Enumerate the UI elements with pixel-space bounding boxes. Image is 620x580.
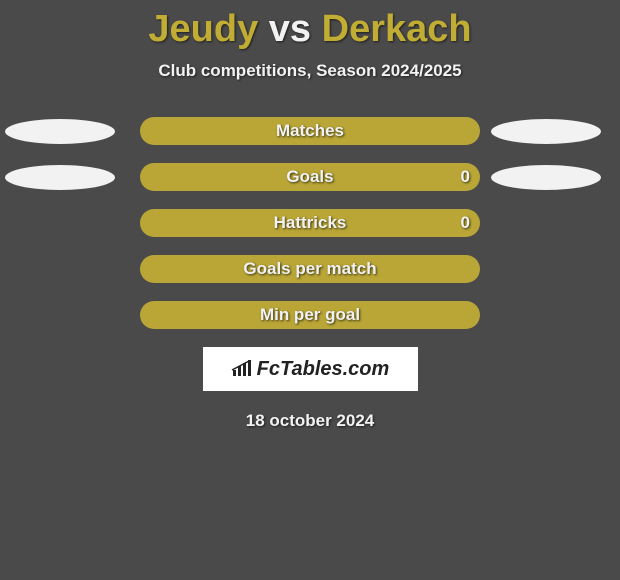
subtitle: Club competitions, Season 2024/2025 <box>0 61 620 81</box>
stat-row-goals: Goals 0 <box>0 163 620 191</box>
value-ellipse-right <box>491 119 601 144</box>
value-ellipse-right <box>491 165 601 190</box>
date-label: 18 october 2024 <box>0 411 620 431</box>
stat-row-hattricks: Hattricks 0 <box>0 209 620 237</box>
stat-row-goals-per-match: Goals per match <box>0 255 620 283</box>
stat-label: Min per goal <box>260 305 360 325</box>
value-ellipse-left <box>5 165 115 190</box>
logo-box: FcTables.com <box>203 347 418 391</box>
stat-bar: Matches <box>140 117 480 145</box>
logo: FcTables.com <box>231 358 390 381</box>
stat-bar: Goals per match <box>140 255 480 283</box>
stat-bar: Goals 0 <box>140 163 480 191</box>
player1-name: Jeudy <box>148 8 258 50</box>
stats-rows: Matches Goals 0 Hattricks 0 Goals per ma… <box>0 117 620 329</box>
stat-bar: Hattricks 0 <box>140 209 480 237</box>
bar-chart-icon <box>231 360 253 378</box>
stat-value-right: 0 <box>461 167 470 187</box>
stat-label: Goals per match <box>243 259 376 279</box>
value-ellipse-left <box>5 119 115 144</box>
stat-value-right: 0 <box>461 213 470 233</box>
player2-name: Derkach <box>322 8 472 50</box>
stat-label: Hattricks <box>274 213 347 233</box>
page-title: Jeudy vs Derkach <box>0 0 620 51</box>
stat-bar: Min per goal <box>140 301 480 329</box>
logo-text: FcTables.com <box>257 358 390 381</box>
stat-row-min-per-goal: Min per goal <box>0 301 620 329</box>
stat-label: Goals <box>286 167 333 187</box>
stat-label: Matches <box>276 121 344 141</box>
stat-row-matches: Matches <box>0 117 620 145</box>
vs-label: vs <box>269 8 311 50</box>
